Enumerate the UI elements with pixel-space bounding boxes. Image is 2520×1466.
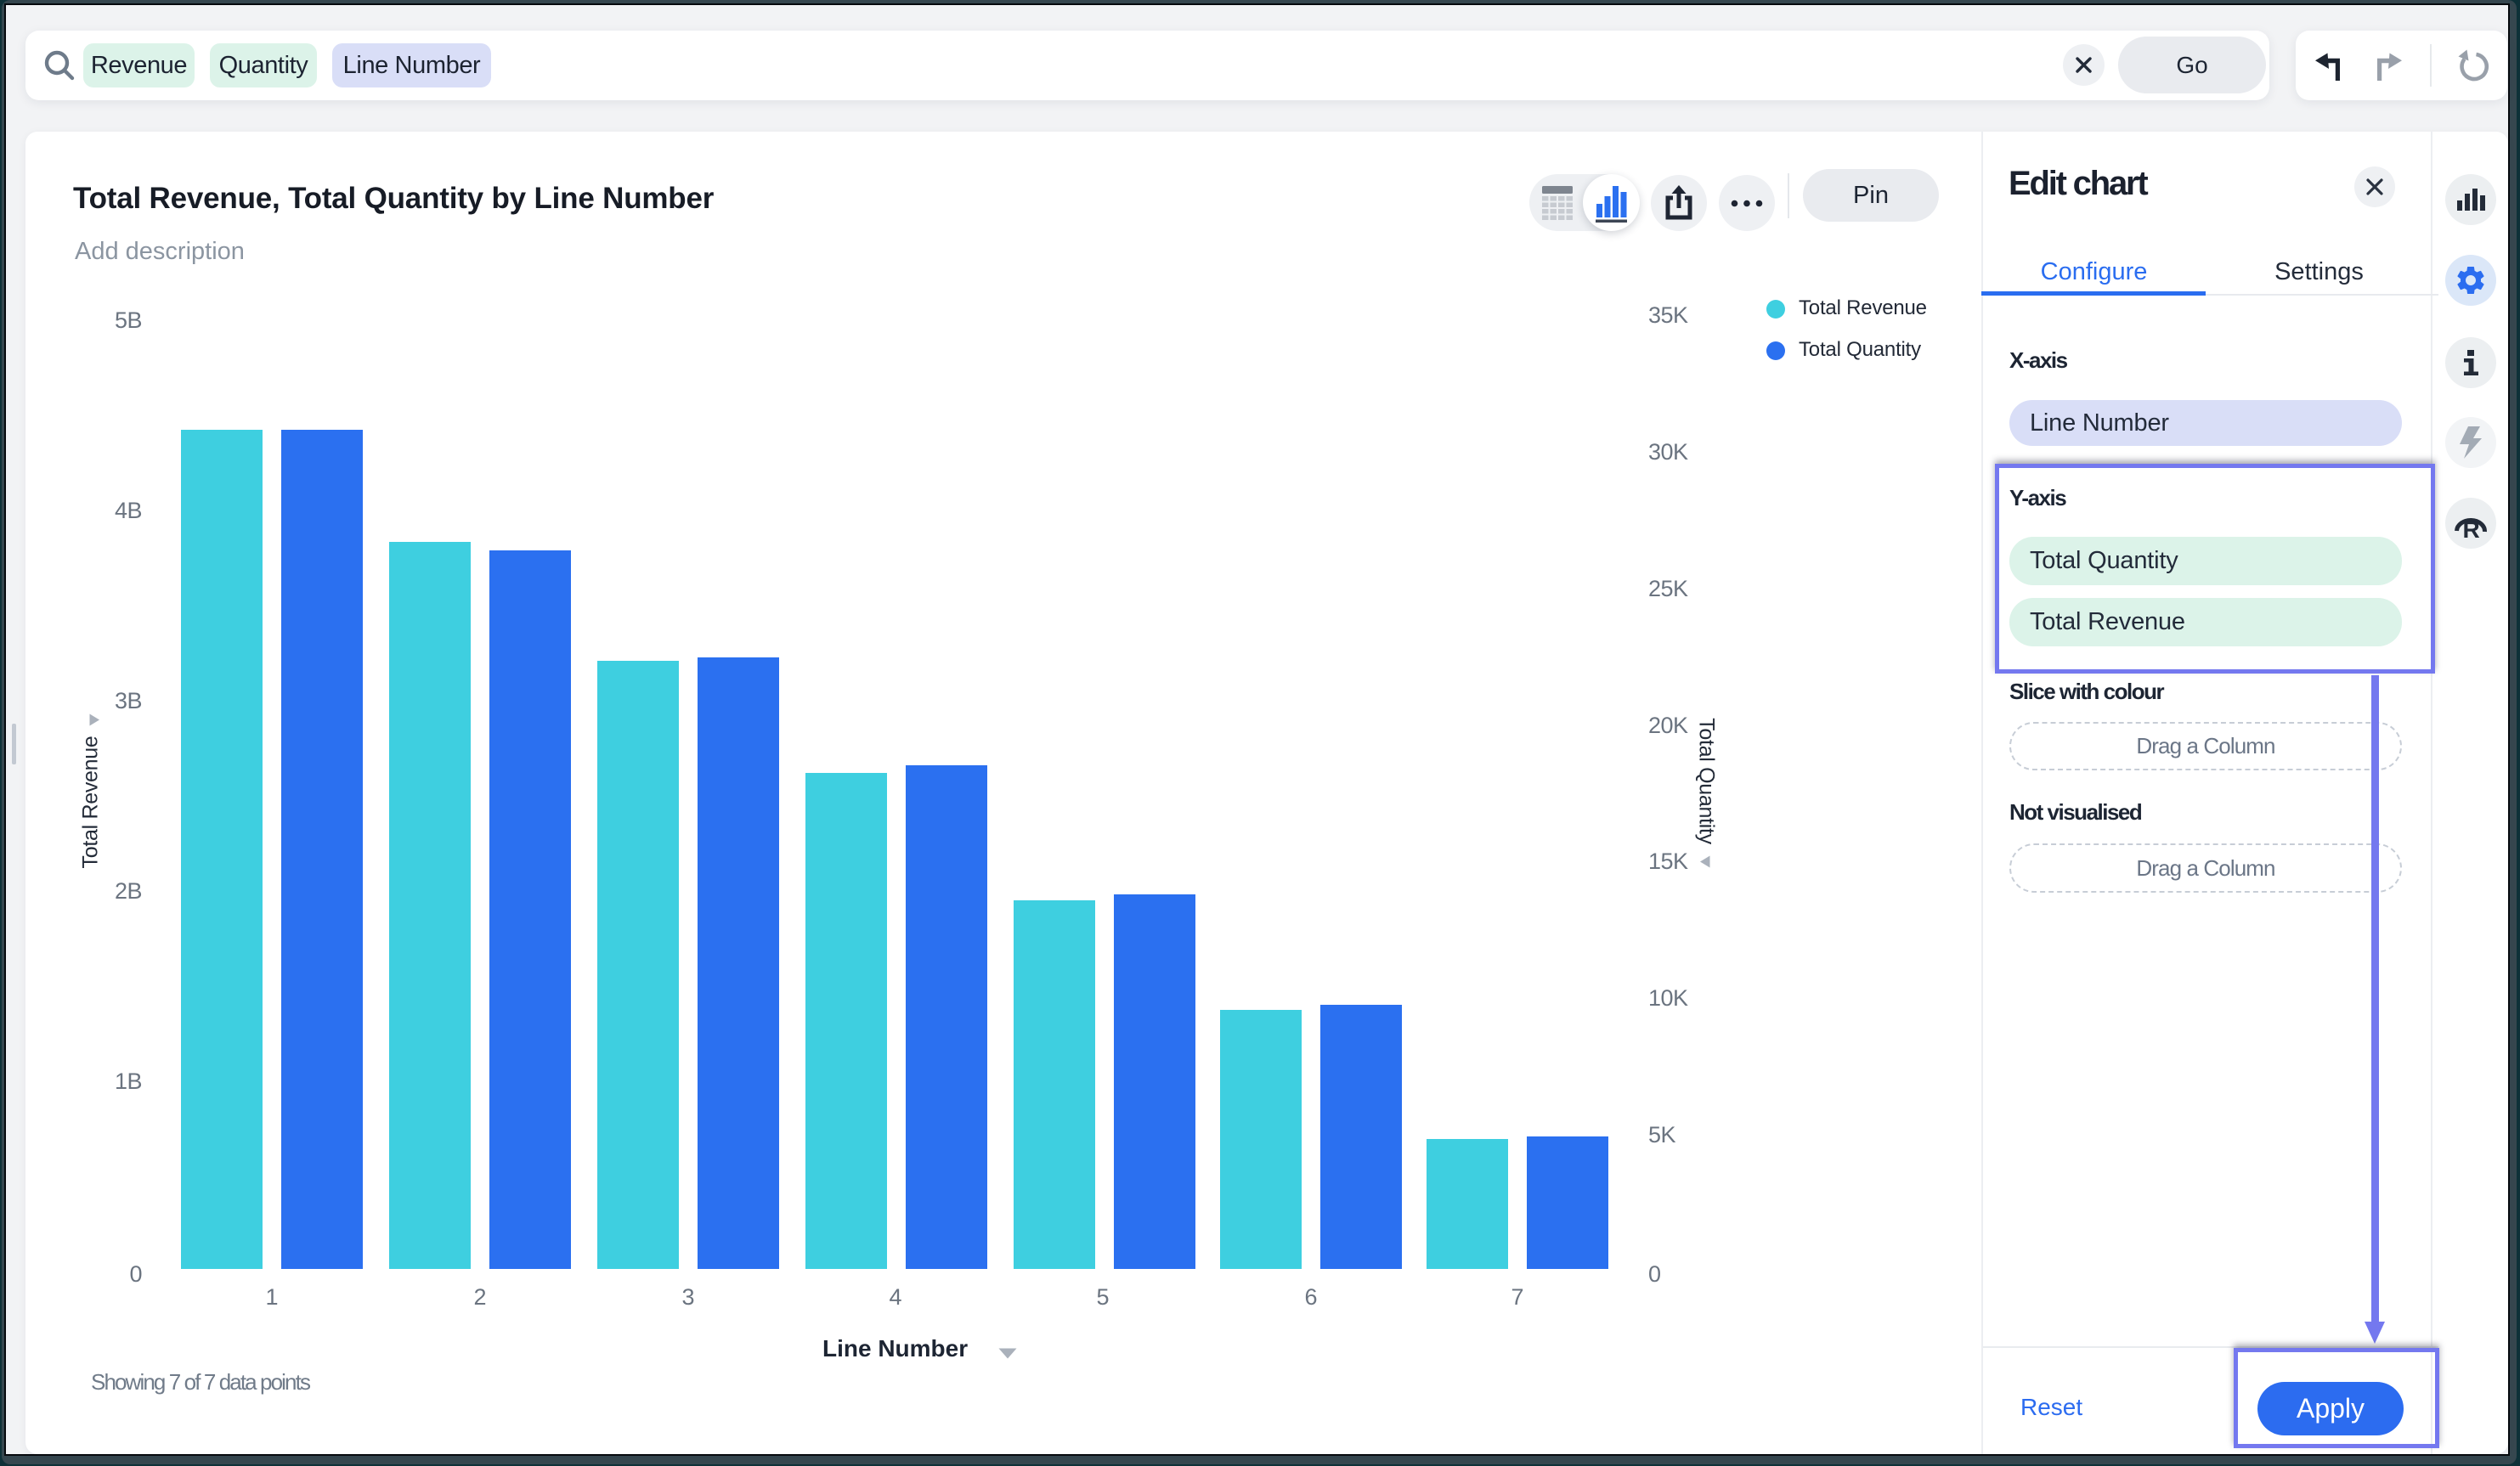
svg-text:R: R	[2463, 516, 2480, 540]
